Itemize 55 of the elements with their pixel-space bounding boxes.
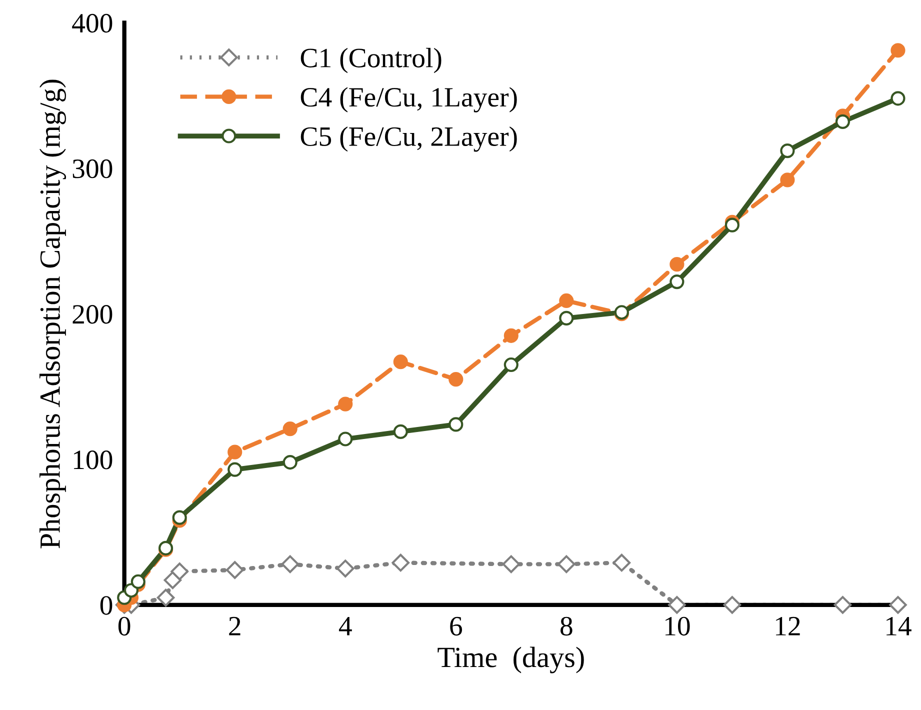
point xyxy=(890,91,906,106)
point xyxy=(170,562,188,580)
point xyxy=(338,396,353,412)
point xyxy=(780,144,795,158)
point xyxy=(392,554,410,572)
x-tick-label: 10 xyxy=(665,616,690,636)
y-tick-label: 100 xyxy=(74,450,112,470)
point xyxy=(448,372,464,387)
y-tick-label: 400 xyxy=(72,14,112,33)
point xyxy=(502,555,520,574)
point xyxy=(559,293,574,308)
x-axis-title: Time (days) xyxy=(438,646,584,674)
x-tick-label: 0 xyxy=(118,616,130,636)
x-tick-label: 2 xyxy=(229,616,240,636)
x-tick-label: 6 xyxy=(450,616,462,636)
point xyxy=(724,218,740,232)
point xyxy=(558,555,576,574)
legend-label: C1 (Control) xyxy=(300,48,442,74)
point xyxy=(228,462,242,477)
point xyxy=(668,596,686,614)
x-tick-label: 12 xyxy=(776,616,800,636)
point xyxy=(393,354,408,370)
point xyxy=(393,424,408,440)
point xyxy=(835,114,850,129)
point xyxy=(228,444,242,460)
point xyxy=(338,432,353,446)
x-tick-label: 8 xyxy=(560,616,572,636)
point xyxy=(890,43,906,58)
point xyxy=(504,357,518,372)
point xyxy=(172,510,187,525)
point xyxy=(282,422,298,436)
point xyxy=(282,454,298,470)
y-tick-label: 0 xyxy=(100,596,112,615)
point xyxy=(723,596,742,614)
point xyxy=(780,172,795,188)
x-tick-label: 14 xyxy=(886,616,912,636)
point xyxy=(448,417,464,432)
point xyxy=(281,555,300,574)
point xyxy=(336,560,354,578)
point xyxy=(156,588,175,607)
y-axis-title: Phosphorus Adsorption Capacity (mg/g) xyxy=(39,80,66,548)
x-tick-label: 4 xyxy=(338,617,352,636)
point xyxy=(670,274,684,290)
y-tick-label: 200 xyxy=(72,304,112,324)
point xyxy=(834,596,852,614)
point xyxy=(504,328,518,343)
point xyxy=(559,310,574,326)
point xyxy=(670,257,684,272)
legend-label: C5 (Fe/Cu, 2Layer) xyxy=(300,126,517,152)
point xyxy=(130,574,146,589)
legend-label: C4 (Fe/Cu, 1Layer) xyxy=(300,87,517,112)
point xyxy=(612,554,631,572)
point xyxy=(889,596,907,614)
point xyxy=(226,561,244,579)
y-tick-label: 300 xyxy=(72,159,112,178)
